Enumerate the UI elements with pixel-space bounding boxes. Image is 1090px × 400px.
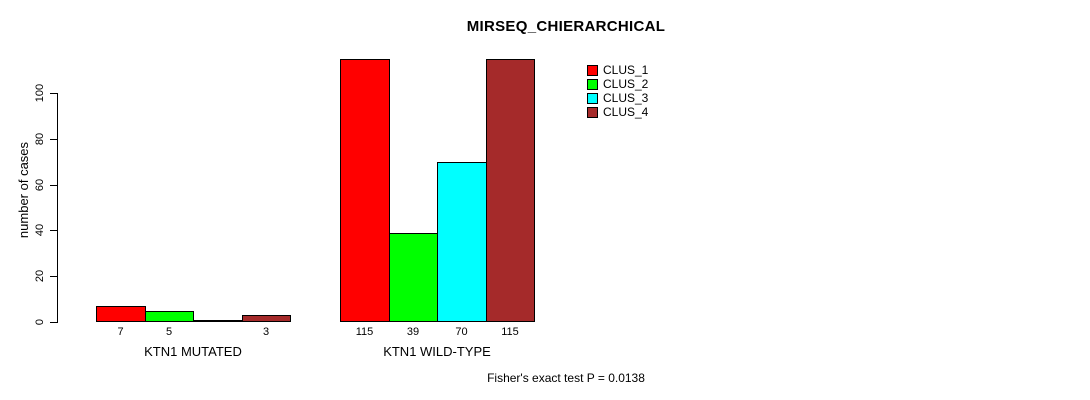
legend-item: CLUS_2	[587, 77, 648, 91]
bar-value-label: 3	[262, 326, 270, 338]
y-tick	[50, 230, 57, 231]
bar	[486, 59, 535, 322]
y-tick-label: 40	[34, 223, 46, 237]
y-axis	[57, 93, 58, 323]
legend-item: CLUS_1	[587, 63, 648, 77]
bar	[389, 233, 438, 322]
bar	[193, 320, 243, 322]
y-tick-label: 80	[34, 132, 46, 146]
bar	[437, 162, 487, 322]
bar	[340, 59, 390, 322]
bar	[242, 315, 291, 322]
y-tick-label: 0	[34, 318, 46, 326]
group-label: KTN1 MUTATED	[144, 344, 242, 359]
bar-value-label: 115	[355, 326, 374, 338]
legend-swatch	[587, 106, 598, 118]
legend-swatch	[587, 78, 598, 90]
y-axis-label: number of cases	[16, 141, 31, 239]
bar-value-label: 70	[455, 326, 468, 338]
y-tick-label: 100	[34, 83, 46, 103]
annotation-fisher-test: Fisher's exact test P = 0.0138	[487, 371, 645, 385]
y-tick	[50, 322, 57, 323]
y-tick	[50, 185, 57, 186]
bar-value-label: 5	[165, 326, 173, 338]
legend-label: CLUS_4	[603, 105, 649, 119]
y-tick-label: 20	[34, 269, 46, 283]
y-tick	[50, 93, 57, 94]
legend-item: CLUS_4	[587, 105, 648, 119]
legend-label: CLUS_1	[603, 63, 649, 77]
bar-value-label: 115	[501, 326, 519, 338]
bar-value-label: 39	[406, 326, 420, 338]
legend-item: CLUS_3	[587, 91, 648, 105]
y-tick-label: 60	[34, 178, 46, 192]
group-label: KTN1 WILD-TYPE	[383, 344, 491, 359]
legend-label: CLUS_2	[603, 77, 649, 91]
bar	[145, 311, 194, 322]
legend-swatch	[587, 64, 598, 76]
y-tick	[50, 139, 57, 140]
legend-label: CLUS_3	[603, 91, 649, 105]
bar	[96, 306, 146, 322]
legend-swatch	[587, 92, 598, 104]
legend: CLUS_1 CLUS_2 CLUS_3 CLUS_4	[587, 63, 648, 119]
bar-value-label: 7	[117, 326, 124, 338]
chart-title: MIRSEQ_CHIERARCHICAL	[466, 18, 666, 35]
y-tick	[50, 276, 57, 277]
